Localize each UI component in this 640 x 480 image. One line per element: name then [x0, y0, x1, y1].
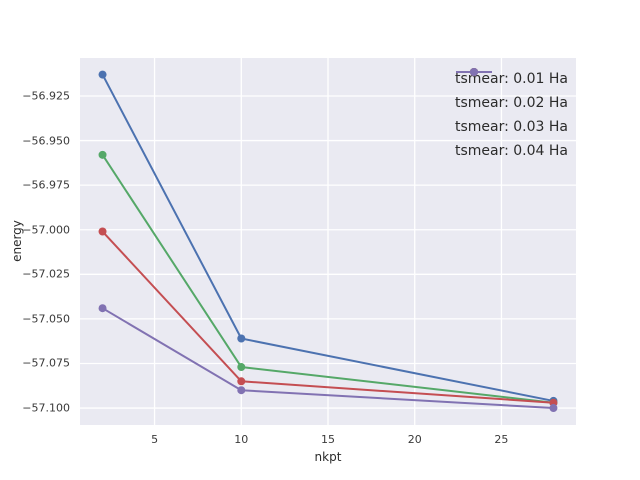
legend-item: tsmear: 0.02 Ha [454, 68, 568, 115]
x-tick-label: 15 [321, 433, 335, 446]
legend-label: tsmear: 0.02 Ha [454, 95, 568, 111]
chart-canvas [80, 58, 576, 425]
y-tick-label: −56.975 [22, 178, 70, 192]
legend: tsmear: 0.01 Ha tsmear: 0.02 Ha tsmear: 0.… [455, 67, 568, 163]
legend-line-marker-icon [455, 68, 492, 76]
legend-label: tsmear: 0.04 Ha [454, 143, 568, 159]
x-tick-label: 25 [494, 433, 509, 446]
legend-item: tsmear: 0.03 Ha [454, 68, 568, 139]
data-point [98, 70, 107, 79]
y-axis-label: energy [10, 220, 24, 262]
data-point [98, 304, 107, 313]
data-point [549, 404, 558, 413]
data-point [237, 386, 246, 395]
y-tick-label: −57.000 [22, 223, 70, 237]
data-point [98, 150, 107, 159]
legend-item: tsmear: 0.04 Ha [454, 68, 568, 163]
y-tick-label: −57.075 [22, 356, 70, 370]
y-tick-label: −56.925 [22, 89, 70, 103]
plot-area: tsmear: 0.01 Ha tsmear: 0.02 Ha tsmear: 0.… [80, 58, 576, 425]
legend-label: tsmear: 0.03 Ha [454, 119, 568, 135]
x-tick-label: 20 [407, 433, 422, 446]
x-tick-label: 5 [151, 433, 159, 446]
data-point [237, 334, 246, 343]
y-tick-label: −57.100 [22, 401, 70, 415]
x-tick-label: 10 [234, 433, 249, 446]
y-tick-label: −57.050 [22, 312, 70, 326]
data-point [237, 377, 246, 386]
data-point [98, 227, 107, 236]
data-point [237, 363, 246, 372]
y-tick-label: −57.025 [22, 267, 70, 281]
legend-label: tsmear: 0.01 Ha [454, 71, 568, 87]
y-tick-label: −56.950 [22, 134, 70, 148]
x-axis-label: nkpt [314, 450, 342, 464]
